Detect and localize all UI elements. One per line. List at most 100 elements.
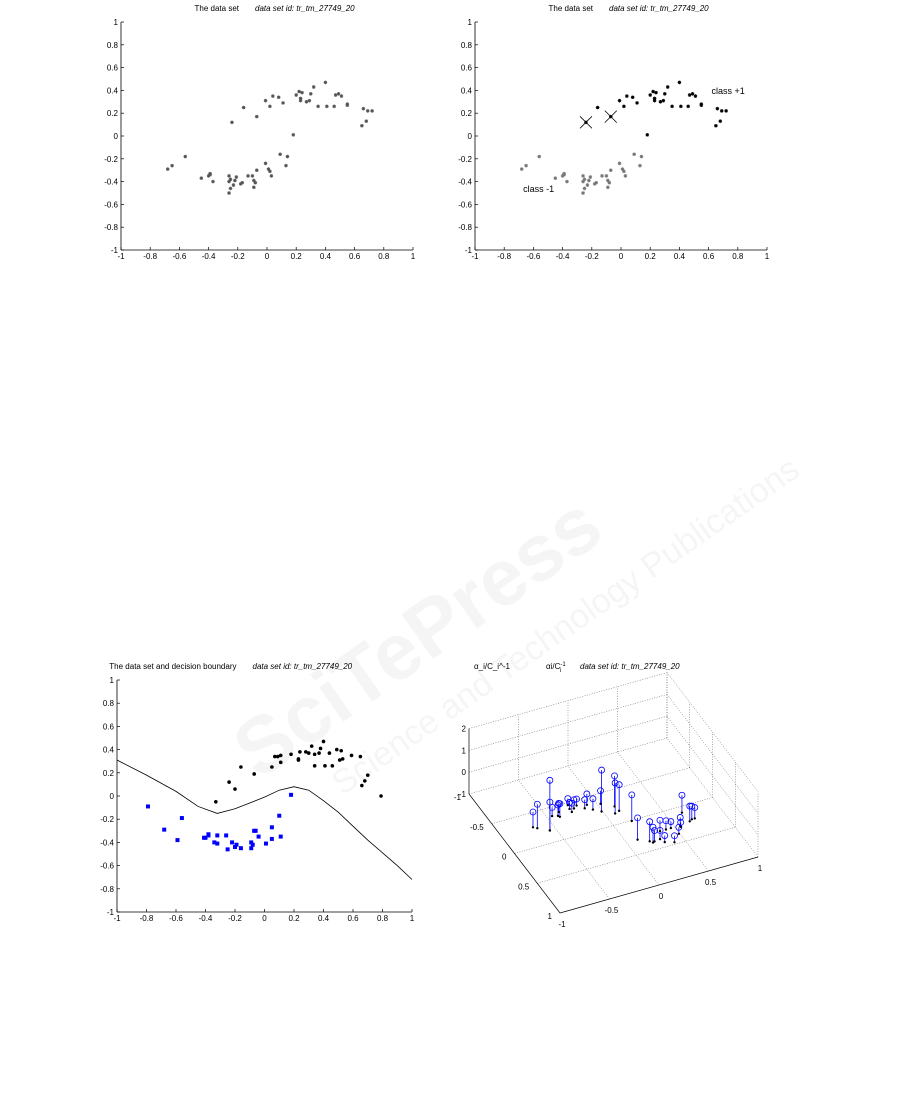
y-tick-label: 0.8 bbox=[461, 41, 473, 50]
stem-point bbox=[667, 818, 675, 830]
data-point-class-1 bbox=[687, 93, 692, 97]
data-point-class-1 bbox=[249, 846, 254, 851]
y-tick-label: 1 bbox=[114, 18, 119, 27]
y-tick-label: 0.6 bbox=[107, 64, 119, 73]
stem-marker bbox=[529, 808, 537, 816]
x-tick-label: -0.4 bbox=[202, 252, 216, 261]
data-point-class-1 bbox=[699, 102, 704, 106]
data-point-class-1 bbox=[238, 846, 243, 851]
data-point-class-1 bbox=[648, 93, 652, 97]
stem-point bbox=[548, 803, 556, 818]
data-point-class-1 bbox=[623, 174, 628, 178]
annotation-label: class -1 bbox=[523, 184, 554, 194]
stem-point bbox=[677, 819, 685, 828]
data-point-class-1 bbox=[607, 180, 612, 185]
stem-marker bbox=[548, 803, 556, 811]
x-tick-label: 0 bbox=[262, 914, 267, 923]
base-point bbox=[550, 814, 554, 818]
x-tick-label: -0.8 bbox=[140, 914, 154, 923]
data-point bbox=[364, 119, 369, 123]
chart-subtitle: data set id: tr_tm_27749_20 bbox=[255, 4, 355, 13]
stem-point bbox=[628, 791, 636, 823]
data-point bbox=[252, 178, 256, 183]
title-subscript: i bbox=[560, 668, 561, 674]
data-point bbox=[228, 177, 233, 182]
data-point bbox=[361, 106, 366, 111]
y-tick-label: -0.4 bbox=[100, 838, 114, 847]
data-point-class-1 bbox=[595, 105, 600, 110]
y-tick-label: -0.8 bbox=[104, 223, 118, 232]
data-point-class-1 bbox=[594, 180, 598, 185]
data-point-class-1 bbox=[608, 168, 613, 172]
x-tick-label: 0 bbox=[619, 252, 624, 261]
data-point-class-1 bbox=[670, 104, 674, 109]
data-point-class-1 bbox=[622, 104, 626, 109]
x-tick-label: 0.2 bbox=[645, 252, 657, 261]
base-point bbox=[585, 803, 589, 807]
stem-point bbox=[573, 795, 580, 807]
x-tick-label: -0.4 bbox=[556, 252, 570, 261]
data-point-class-1 bbox=[289, 752, 293, 757]
y-tick-label: -1 bbox=[465, 246, 473, 255]
x-tick-label: -0.4 bbox=[199, 914, 213, 923]
data-point-class-1 bbox=[203, 835, 208, 840]
y-tick-label: -0.4 bbox=[458, 178, 472, 187]
y-tick-label: 0.8 bbox=[107, 41, 119, 50]
data-point-class-1 bbox=[327, 751, 332, 755]
data-point bbox=[268, 169, 272, 174]
stem-marker bbox=[667, 818, 675, 825]
data-point-class-1 bbox=[718, 119, 723, 123]
chart-title-formula: αi/C-1 i bbox=[546, 662, 566, 674]
chart-subtitle: data set id: tr_tm_27749_20 bbox=[580, 662, 680, 671]
data-point bbox=[336, 92, 341, 96]
stem-point bbox=[555, 799, 563, 814]
data-point bbox=[246, 174, 250, 178]
base-point bbox=[568, 807, 571, 811]
data-point-class-1 bbox=[270, 765, 274, 769]
data-point bbox=[227, 179, 231, 184]
x-tick-label: 1 bbox=[758, 864, 763, 873]
data-point bbox=[345, 102, 350, 106]
data-point-class-1 bbox=[275, 754, 280, 759]
data-point-class-1 bbox=[665, 85, 670, 89]
data-point bbox=[291, 133, 296, 137]
x-tick-label: -0.8 bbox=[143, 252, 157, 261]
decision-boundary bbox=[116, 759, 413, 880]
x-tick-label: -0.2 bbox=[585, 252, 599, 261]
data-point bbox=[254, 168, 259, 172]
data-point-class-1 bbox=[224, 833, 229, 838]
stem-marker bbox=[611, 772, 618, 780]
data-point bbox=[311, 85, 316, 89]
data-point-class-1 bbox=[606, 178, 610, 183]
stem-point bbox=[678, 791, 686, 814]
stem-point bbox=[649, 823, 657, 844]
stem-marker bbox=[598, 766, 605, 774]
stem-marker bbox=[570, 796, 578, 804]
data-point bbox=[300, 90, 304, 95]
data-point-class-1 bbox=[379, 794, 383, 798]
base-point bbox=[570, 810, 574, 814]
base-point bbox=[648, 840, 651, 843]
data-point-class-1 bbox=[318, 746, 323, 751]
data-point bbox=[304, 100, 309, 104]
y-tick-label: 0.4 bbox=[461, 86, 473, 95]
data-point-class-1 bbox=[334, 747, 339, 752]
stem-marker bbox=[597, 787, 604, 795]
data-point-class-1 bbox=[719, 109, 724, 113]
chart-3: The data set and decision boundary data s… bbox=[100, 662, 415, 923]
stem-marker bbox=[649, 823, 657, 831]
base-point bbox=[566, 803, 570, 807]
stem-marker bbox=[546, 776, 554, 784]
stem-point bbox=[675, 823, 683, 835]
data-point-class-1 bbox=[677, 80, 682, 85]
y-tick-label: -0.2 bbox=[104, 155, 118, 164]
y-tick-label: -0.2 bbox=[458, 155, 472, 164]
base-point bbox=[617, 809, 621, 813]
data-point bbox=[250, 174, 255, 178]
data-point-class-1 bbox=[269, 836, 274, 841]
base-point bbox=[531, 826, 535, 829]
stem-point bbox=[583, 790, 591, 807]
stem-marker bbox=[686, 802, 694, 810]
data-point-class-1 bbox=[162, 827, 167, 832]
data-point bbox=[360, 123, 364, 128]
